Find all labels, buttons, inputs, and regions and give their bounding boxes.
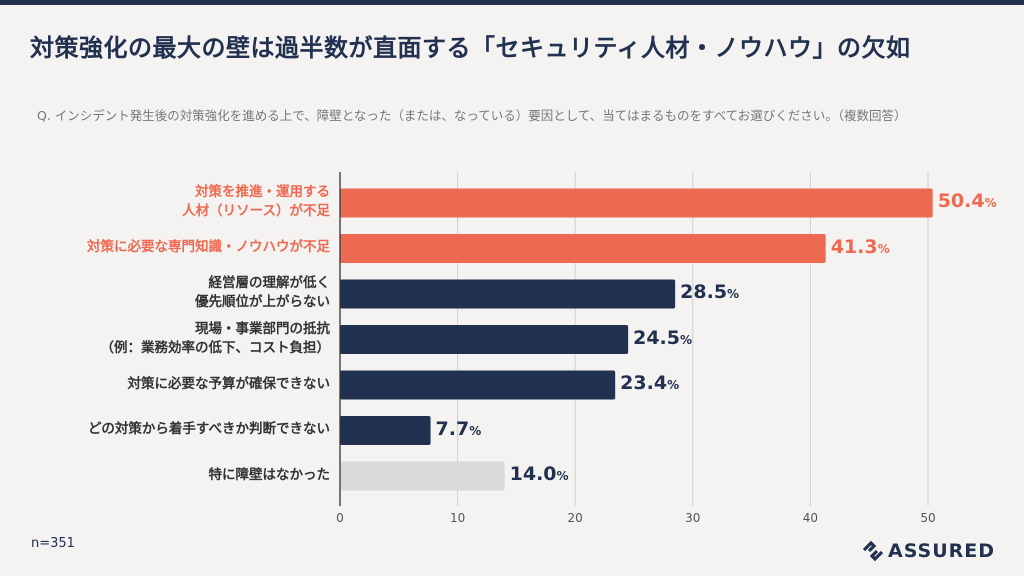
value-number: 50.4 (937, 190, 985, 212)
category-label: 対策に必要な専門知識・ノウハウが不足 (87, 238, 330, 257)
category-label-line: 経営層の理解が低く (208, 275, 331, 291)
value-unit: % (877, 241, 890, 256)
category-label-line: 対策を推進・運用する (195, 184, 330, 200)
category-label-line: 優先順位が上がらない (195, 294, 330, 310)
category-label-line: （例：業務効率の低下、コスト負担） (100, 339, 331, 356)
value-label: 7.7% (436, 418, 482, 440)
category-label: 経営層の理解が低く優先順位が上がらない (195, 274, 330, 312)
x-tick-label: 20 (568, 511, 583, 525)
value-unit: % (727, 287, 740, 301)
category-label: 対策を推進・運用する人材（リソース）が不足 (182, 183, 330, 221)
page-title: 対策強化の最大の壁は過半数が直面する「セキュリティ人材・ノウハウ」の欠如 (30, 34, 911, 62)
value-label: 23.4% (620, 372, 679, 394)
bar (340, 325, 629, 354)
value-label: 28.5% (680, 281, 739, 303)
bar (340, 416, 431, 445)
x-tick-label: 0 (336, 511, 344, 525)
value-label: 14.0% (510, 463, 569, 485)
category-label-line: 対策に必要な予算が確保できない (127, 375, 331, 392)
value-number: 41.3 (830, 235, 878, 258)
sample-size: n=351 (31, 536, 75, 551)
value-number: 7.7 (435, 417, 470, 440)
category-label-line: 人材（リソース）が不足 (182, 203, 330, 219)
bar (340, 370, 616, 400)
x-tick-label: 40 (803, 511, 818, 525)
value-number: 14.0 (509, 463, 557, 485)
survey-question: Q. インシデント発生後の対策強化を進める上で、障壁となった（または、なっている… (37, 108, 907, 123)
x-tick-label: 50 (920, 511, 935, 525)
category-label: 現場・事業部門の抵抗 （例：業務効率の低下、コスト負担） (101, 320, 331, 358)
assured-logo-icon (862, 540, 884, 562)
bar (340, 188, 933, 218)
value-unit: % (556, 469, 569, 483)
bar (340, 461, 505, 491)
value-label: 24.5% (633, 327, 692, 349)
value-number: 28.5 (680, 281, 728, 303)
value-label: 50.4% (938, 190, 997, 212)
category-label-line: どの対策から着手すべきか判断できない (87, 421, 330, 437)
category-label-line: 対策に必要な専門知識・ノウハウが不足 (87, 239, 330, 255)
value-number: 24.5 (633, 326, 680, 349)
category-label: どの対策から着手すべきか判断できない (88, 420, 330, 439)
bar (340, 234, 826, 263)
top-accent-bar (0, 0, 1024, 5)
brand-logo: ASSURED (862, 540, 995, 562)
brand-name: ASSURED (888, 540, 996, 562)
category-label: 対策に必要な予算が確保できない (128, 375, 331, 394)
bar (340, 279, 676, 309)
category-label-line: 特に障壁はなかった (208, 466, 331, 483)
value-number: 23.4 (620, 372, 668, 394)
value-unit: % (667, 378, 680, 392)
category-label-line: 現場・事業部門の抵抗 (195, 320, 330, 337)
x-tick-label: 30 (685, 511, 700, 525)
value-unit: % (984, 196, 997, 210)
category-label: 特に障壁はなかった (209, 466, 331, 485)
value-label: 41.3% (831, 236, 890, 258)
value-unit: % (680, 332, 693, 347)
x-tick-label: 10 (450, 511, 465, 525)
value-unit: % (469, 423, 482, 438)
